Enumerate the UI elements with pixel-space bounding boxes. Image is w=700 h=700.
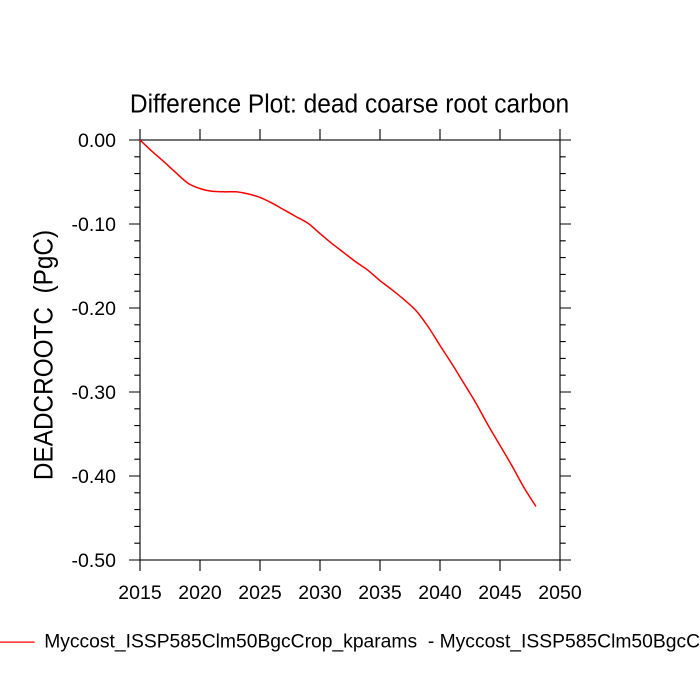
svg-text:2040: 2040 (418, 582, 462, 604)
svg-text:-0.20: -0.20 (72, 298, 117, 320)
svg-text:2050: 2050 (538, 582, 582, 604)
svg-text:2025: 2025 (238, 582, 282, 604)
svg-text:2015: 2015 (118, 582, 162, 604)
svg-text:DEADCROOTC (PgC): DEADCROOTC (PgC) (29, 230, 59, 480)
svg-text:-0.40: -0.40 (72, 466, 117, 488)
svg-text:-0.50: -0.50 (72, 550, 117, 572)
svg-text:2035: 2035 (358, 582, 402, 604)
svg-text:Difference Plot: dead coarse r: Difference Plot: dead coarse root carbon (130, 90, 569, 119)
svg-text:Myccost_ISSP585Clm50BgcCrop_kp: Myccost_ISSP585Clm50BgcCrop_kparams - My… (44, 631, 700, 652)
svg-text:2045: 2045 (478, 582, 522, 604)
svg-text:2020: 2020 (178, 582, 222, 604)
svg-text:-0.30: -0.30 (72, 382, 117, 404)
svg-text:-0.10: -0.10 (72, 214, 117, 236)
svg-text:2030: 2030 (298, 582, 342, 604)
svg-text:0.00: 0.00 (78, 130, 116, 152)
